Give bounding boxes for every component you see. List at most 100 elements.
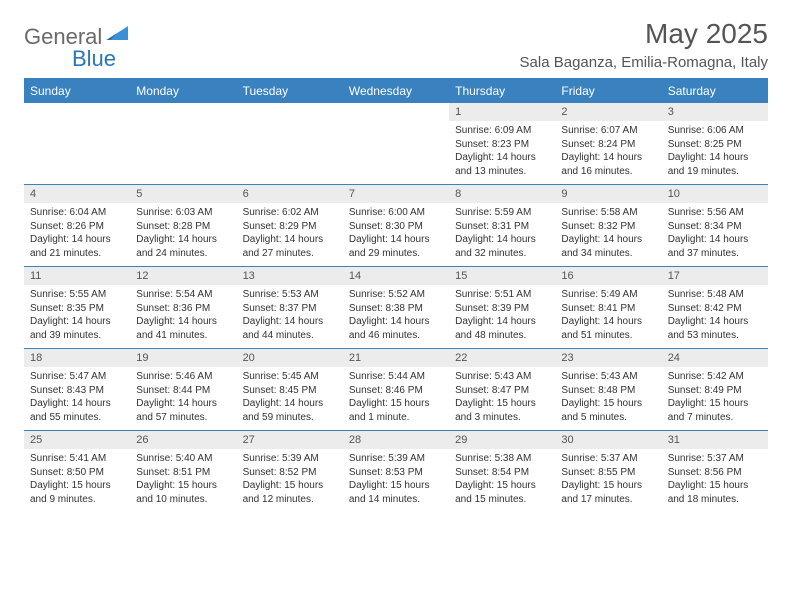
sunrise-text: Sunrise: 5:45 AM xyxy=(243,370,337,384)
daylight-text: Daylight: 14 hours and 34 minutes. xyxy=(561,233,655,260)
day-number-cell: 14 xyxy=(343,267,449,286)
sunset-text: Sunset: 8:51 PM xyxy=(136,466,230,480)
day-number-cell: 13 xyxy=(237,267,343,286)
day-number-row: 11121314151617 xyxy=(24,267,768,286)
daylight-text: Daylight: 14 hours and 55 minutes. xyxy=(30,397,124,424)
daylight-text: Daylight: 14 hours and 27 minutes. xyxy=(243,233,337,260)
weekday-header: Friday xyxy=(555,80,661,103)
day-detail-cell: Sunrise: 5:39 AMSunset: 8:53 PMDaylight:… xyxy=(343,449,449,512)
daylight-text: Daylight: 15 hours and 5 minutes. xyxy=(561,397,655,424)
day-number-cell xyxy=(237,103,343,122)
day-number-cell xyxy=(130,103,236,122)
sunset-text: Sunset: 8:56 PM xyxy=(668,466,762,480)
header: GeneralBlue May 2025 Sala Baganza, Emili… xyxy=(24,18,768,72)
day-detail-row: Sunrise: 5:41 AMSunset: 8:50 PMDaylight:… xyxy=(24,449,768,512)
daylight-text: Daylight: 15 hours and 3 minutes. xyxy=(455,397,549,424)
sunrise-text: Sunrise: 5:37 AM xyxy=(668,452,762,466)
sunrise-text: Sunrise: 5:42 AM xyxy=(668,370,762,384)
day-detail-cell xyxy=(24,121,130,185)
sunset-text: Sunset: 8:29 PM xyxy=(243,220,337,234)
day-detail-cell: Sunrise: 5:53 AMSunset: 8:37 PMDaylight:… xyxy=(237,285,343,349)
sunset-text: Sunset: 8:36 PM xyxy=(136,302,230,316)
sunset-text: Sunset: 8:37 PM xyxy=(243,302,337,316)
sunrise-text: Sunrise: 5:40 AM xyxy=(136,452,230,466)
daylight-text: Daylight: 15 hours and 15 minutes. xyxy=(455,479,549,506)
weekday-header: Saturday xyxy=(662,80,768,103)
weekday-header: Sunday xyxy=(24,80,130,103)
daylight-text: Daylight: 14 hours and 39 minutes. xyxy=(30,315,124,342)
day-detail-cell xyxy=(130,121,236,185)
day-detail-cell: Sunrise: 5:42 AMSunset: 8:49 PMDaylight:… xyxy=(662,367,768,431)
sunrise-text: Sunrise: 5:39 AM xyxy=(243,452,337,466)
day-detail-row: Sunrise: 5:55 AMSunset: 8:35 PMDaylight:… xyxy=(24,285,768,349)
daylight-text: Daylight: 14 hours and 21 minutes. xyxy=(30,233,124,260)
sunset-text: Sunset: 8:41 PM xyxy=(561,302,655,316)
logo-triangle-icon xyxy=(106,26,128,40)
daylight-text: Daylight: 15 hours and 17 minutes. xyxy=(561,479,655,506)
sunset-text: Sunset: 8:48 PM xyxy=(561,384,655,398)
day-detail-cell: Sunrise: 6:07 AMSunset: 8:24 PMDaylight:… xyxy=(555,121,661,185)
day-number-cell: 5 xyxy=(130,185,236,204)
day-detail-cell: Sunrise: 5:39 AMSunset: 8:52 PMDaylight:… xyxy=(237,449,343,512)
sunrise-text: Sunrise: 5:41 AM xyxy=(30,452,124,466)
day-detail-row: Sunrise: 5:47 AMSunset: 8:43 PMDaylight:… xyxy=(24,367,768,431)
calendar-page: GeneralBlue May 2025 Sala Baganza, Emili… xyxy=(0,0,792,612)
daylight-text: Daylight: 14 hours and 16 minutes. xyxy=(561,151,655,178)
sunrise-text: Sunrise: 5:52 AM xyxy=(349,288,443,302)
day-number-cell: 31 xyxy=(662,431,768,450)
daylight-text: Daylight: 14 hours and 29 minutes. xyxy=(349,233,443,260)
day-number-cell: 9 xyxy=(555,185,661,204)
daylight-text: Daylight: 15 hours and 12 minutes. xyxy=(243,479,337,506)
sunrise-text: Sunrise: 5:44 AM xyxy=(349,370,443,384)
calendar-table: Sunday Monday Tuesday Wednesday Thursday… xyxy=(24,80,768,512)
day-number-cell: 23 xyxy=(555,349,661,368)
day-detail-row: Sunrise: 6:09 AMSunset: 8:23 PMDaylight:… xyxy=(24,121,768,185)
day-detail-cell: Sunrise: 5:43 AMSunset: 8:48 PMDaylight:… xyxy=(555,367,661,431)
weekday-header: Thursday xyxy=(449,80,555,103)
daylight-text: Daylight: 14 hours and 41 minutes. xyxy=(136,315,230,342)
sunrise-text: Sunrise: 6:09 AM xyxy=(455,124,549,138)
title-block: May 2025 Sala Baganza, Emilia-Romagna, I… xyxy=(520,18,768,71)
day-number-cell: 7 xyxy=(343,185,449,204)
sunrise-text: Sunrise: 5:43 AM xyxy=(455,370,549,384)
day-number-cell xyxy=(24,103,130,122)
day-number-cell: 17 xyxy=(662,267,768,286)
day-number-row: 123 xyxy=(24,103,768,122)
day-detail-cell: Sunrise: 5:56 AMSunset: 8:34 PMDaylight:… xyxy=(662,203,768,267)
day-number-cell: 24 xyxy=(662,349,768,368)
daylight-text: Daylight: 15 hours and 9 minutes. xyxy=(30,479,124,506)
day-detail-cell: Sunrise: 5:43 AMSunset: 8:47 PMDaylight:… xyxy=(449,367,555,431)
sunrise-text: Sunrise: 5:38 AM xyxy=(455,452,549,466)
day-detail-cell: Sunrise: 6:09 AMSunset: 8:23 PMDaylight:… xyxy=(449,121,555,185)
sunrise-text: Sunrise: 5:54 AM xyxy=(136,288,230,302)
sunrise-text: Sunrise: 5:53 AM xyxy=(243,288,337,302)
logo-text-blue: Blue xyxy=(72,46,116,71)
sunrise-text: Sunrise: 5:37 AM xyxy=(561,452,655,466)
day-number-cell: 29 xyxy=(449,431,555,450)
sunset-text: Sunset: 8:32 PM xyxy=(561,220,655,234)
day-number-cell: 27 xyxy=(237,431,343,450)
daylight-text: Daylight: 14 hours and 51 minutes. xyxy=(561,315,655,342)
day-detail-cell: Sunrise: 5:49 AMSunset: 8:41 PMDaylight:… xyxy=(555,285,661,349)
sunrise-text: Sunrise: 6:03 AM xyxy=(136,206,230,220)
day-detail-cell: Sunrise: 5:41 AMSunset: 8:50 PMDaylight:… xyxy=(24,449,130,512)
day-number-cell: 6 xyxy=(237,185,343,204)
daylight-text: Daylight: 14 hours and 13 minutes. xyxy=(455,151,549,178)
day-detail-cell: Sunrise: 5:59 AMSunset: 8:31 PMDaylight:… xyxy=(449,203,555,267)
sunset-text: Sunset: 8:38 PM xyxy=(349,302,443,316)
daylight-text: Daylight: 15 hours and 10 minutes. xyxy=(136,479,230,506)
day-number-cell: 2 xyxy=(555,103,661,122)
day-number-cell: 11 xyxy=(24,267,130,286)
sunset-text: Sunset: 8:28 PM xyxy=(136,220,230,234)
day-detail-cell: Sunrise: 5:44 AMSunset: 8:46 PMDaylight:… xyxy=(343,367,449,431)
day-number-cell: 18 xyxy=(24,349,130,368)
sunset-text: Sunset: 8:47 PM xyxy=(455,384,549,398)
day-detail-cell: Sunrise: 5:51 AMSunset: 8:39 PMDaylight:… xyxy=(449,285,555,349)
day-detail-row: Sunrise: 6:04 AMSunset: 8:26 PMDaylight:… xyxy=(24,203,768,267)
day-detail-cell: Sunrise: 5:47 AMSunset: 8:43 PMDaylight:… xyxy=(24,367,130,431)
day-detail-cell xyxy=(237,121,343,185)
daylight-text: Daylight: 15 hours and 18 minutes. xyxy=(668,479,762,506)
location-text: Sala Baganza, Emilia-Romagna, Italy xyxy=(520,54,768,71)
sunrise-text: Sunrise: 5:43 AM xyxy=(561,370,655,384)
daylight-text: Daylight: 14 hours and 37 minutes. xyxy=(668,233,762,260)
